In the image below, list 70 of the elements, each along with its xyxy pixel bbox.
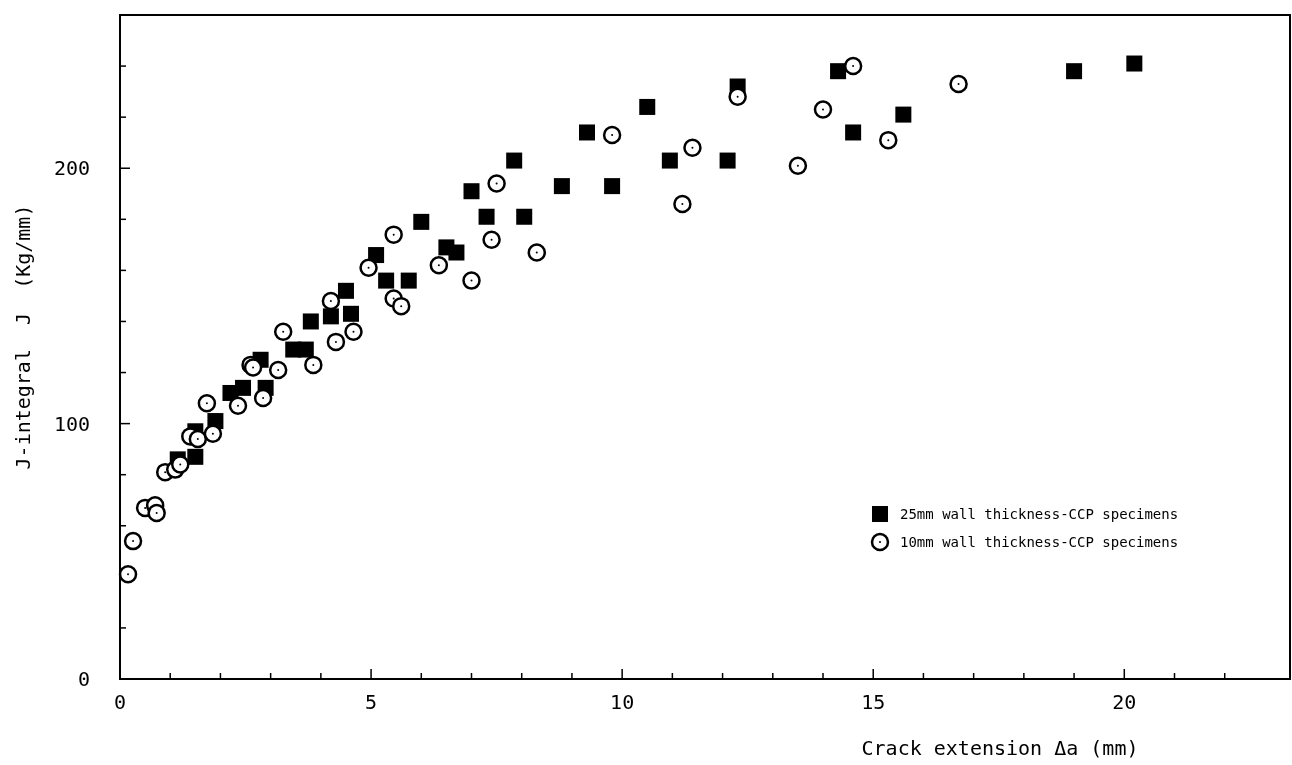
point [462, 271, 481, 290]
point [527, 243, 547, 262]
x-tick-label: 15 [861, 690, 886, 714]
point [171, 455, 190, 474]
point [788, 156, 808, 175]
y-tick-label: 100 [53, 411, 90, 436]
x-tick-label: 5 [365, 690, 378, 714]
point [602, 125, 622, 145]
point [949, 74, 968, 94]
point [228, 396, 248, 415]
point [553, 178, 570, 195]
point [843, 56, 863, 76]
point [321, 291, 341, 311]
x-axis-title: Crack extension Δa (mm) [861, 736, 1139, 760]
point [463, 183, 480, 200]
point [429, 256, 449, 275]
point [187, 448, 204, 465]
point [147, 503, 166, 523]
point [235, 379, 252, 396]
point [506, 152, 523, 169]
point [661, 152, 678, 169]
point [719, 152, 736, 169]
point [344, 322, 363, 341]
point [391, 296, 411, 316]
point [304, 355, 323, 375]
point [813, 100, 833, 119]
point [487, 174, 506, 193]
point [197, 393, 217, 413]
point [845, 124, 862, 141]
x-tick-label: 20 [1112, 690, 1137, 714]
point [1066, 63, 1083, 80]
y-tick-label: 200 [53, 156, 90, 181]
point [683, 138, 702, 158]
point [673, 194, 692, 214]
point [368, 247, 385, 264]
y-tick-label: 0 [77, 667, 90, 691]
point [384, 225, 403, 244]
x-tick-label: 10 [610, 690, 635, 714]
point [123, 531, 143, 551]
x-tick-label: 0 [113, 690, 127, 714]
point [326, 332, 346, 352]
point [1126, 55, 1143, 72]
point [378, 272, 395, 289]
point [482, 230, 501, 249]
point [579, 124, 595, 141]
point [302, 313, 319, 330]
point [400, 272, 417, 289]
point [604, 178, 621, 195]
point [253, 388, 273, 408]
point [448, 244, 465, 261]
legend-label: 10mm wall thickness-CCP specimens [900, 534, 1179, 550]
point [118, 565, 138, 584]
point [268, 360, 288, 380]
point [478, 208, 495, 225]
point [188, 429, 208, 449]
point [337, 282, 354, 299]
point [203, 424, 223, 444]
point [413, 213, 430, 230]
point [359, 258, 378, 278]
point [273, 322, 293, 341]
y-axis-title: J-integral J (Kg/mm) [11, 204, 35, 470]
point [895, 106, 912, 123]
point [516, 208, 533, 225]
point [322, 308, 339, 325]
point [879, 130, 898, 150]
point [639, 98, 656, 115]
point [297, 341, 314, 358]
legend-label: 25mm wall thickness-CCP specimens [900, 506, 1179, 522]
point [830, 63, 847, 80]
point [342, 305, 359, 322]
